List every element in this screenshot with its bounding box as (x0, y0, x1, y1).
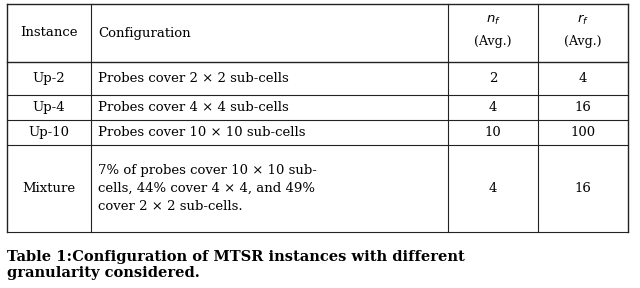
Text: 100: 100 (570, 126, 596, 139)
Text: (Avg.): (Avg.) (474, 35, 512, 48)
Text: Configuration of MTSR instances with different: Configuration of MTSR instances with dif… (62, 250, 465, 264)
Text: Instance: Instance (20, 26, 77, 39)
Text: Probes cover 10 × 10 sub-cells: Probes cover 10 × 10 sub-cells (98, 126, 305, 139)
Text: 16: 16 (575, 101, 591, 114)
Text: Mixture: Mixture (22, 182, 76, 195)
Text: 7% of probes cover 10 × 10 sub-: 7% of probes cover 10 × 10 sub- (98, 164, 317, 177)
Text: (Avg.): (Avg.) (564, 35, 602, 48)
Text: 10: 10 (484, 126, 501, 139)
Text: Probes cover 4 × 4 sub-cells: Probes cover 4 × 4 sub-cells (98, 101, 289, 114)
Text: Up-4: Up-4 (33, 101, 65, 114)
Text: cover 2 × 2 sub-cells.: cover 2 × 2 sub-cells. (98, 200, 243, 213)
Text: cells, 44% cover 4 × 4, and 49%: cells, 44% cover 4 × 4, and 49% (98, 182, 315, 195)
Text: granularity considered.: granularity considered. (7, 266, 200, 280)
Text: 4: 4 (489, 101, 497, 114)
Text: 4: 4 (579, 72, 587, 85)
Text: 2: 2 (489, 72, 497, 85)
Text: 4: 4 (489, 182, 497, 195)
Text: $r_f$: $r_f$ (577, 13, 589, 27)
Text: $n_f$: $n_f$ (486, 14, 500, 26)
Text: Table 1:: Table 1: (7, 250, 72, 264)
Text: 16: 16 (575, 182, 591, 195)
Text: Up-2: Up-2 (33, 72, 65, 85)
Text: Probes cover 2 × 2 sub-cells: Probes cover 2 × 2 sub-cells (98, 72, 289, 85)
Text: Up-10: Up-10 (28, 126, 69, 139)
Text: Configuration: Configuration (98, 26, 191, 39)
